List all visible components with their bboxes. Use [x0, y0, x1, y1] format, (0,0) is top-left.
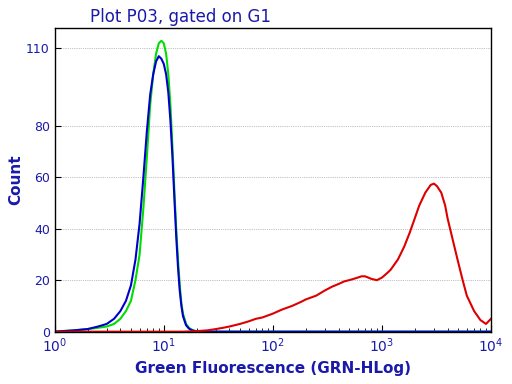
Y-axis label: Count: Count — [8, 154, 24, 205]
Text: Plot P03, gated on G1: Plot P03, gated on G1 — [90, 8, 271, 26]
X-axis label: Green Fluorescence (GRN-HLog): Green Fluorescence (GRN-HLog) — [135, 361, 411, 376]
